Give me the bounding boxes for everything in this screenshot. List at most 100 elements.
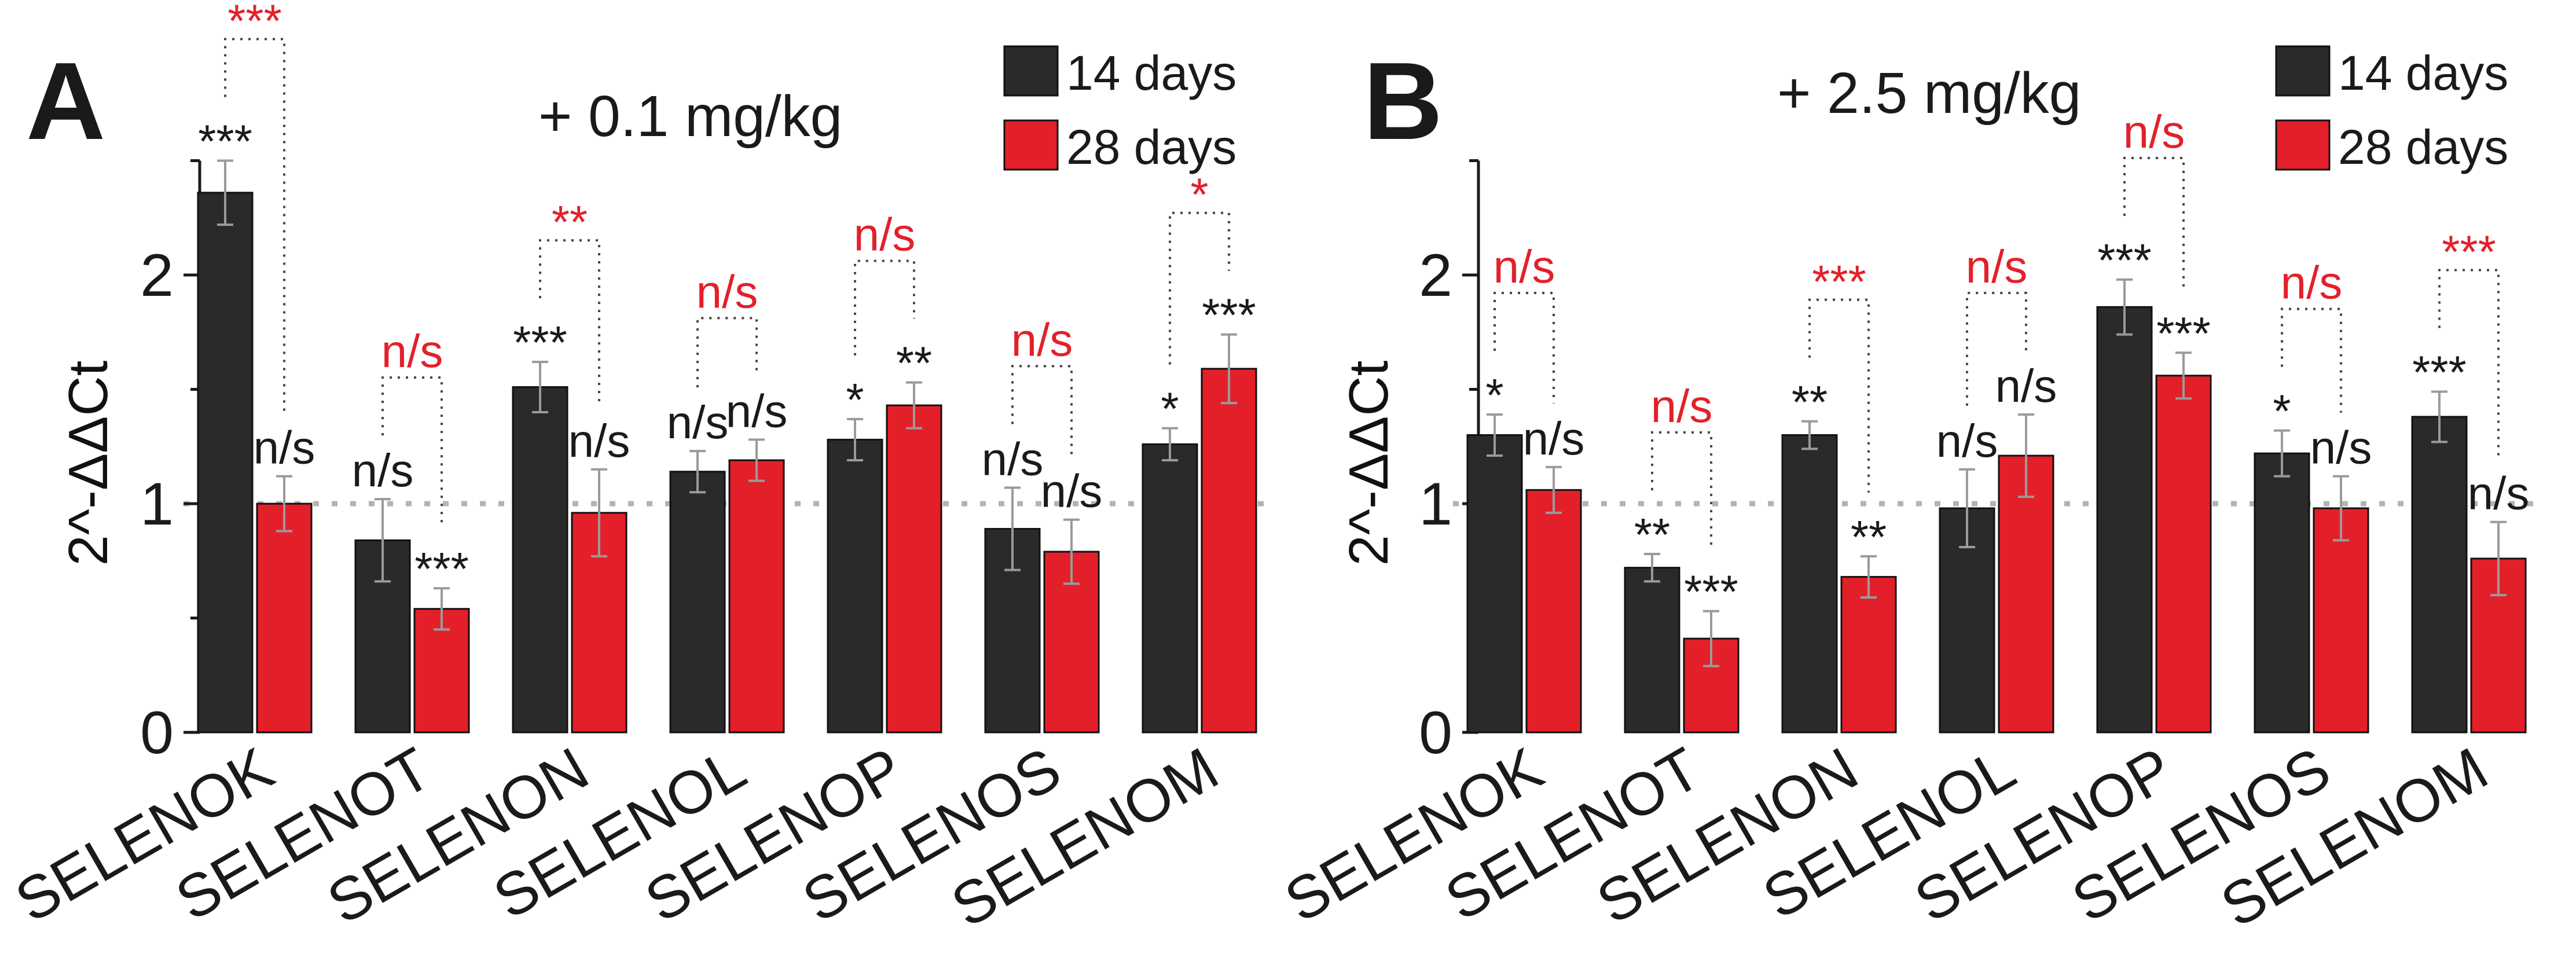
legend-swatch-28-days: [1003, 119, 1059, 171]
bar-14-days: [827, 438, 883, 734]
comparison-label: n/s: [381, 325, 443, 377]
bar-14-days: [1624, 567, 1680, 734]
legend: 14 days 28 days: [1003, 45, 1236, 174]
error-bar: [1063, 518, 1080, 585]
legend-label-28-days: 28 days: [1066, 120, 1236, 174]
significance-label: n/s: [982, 433, 1044, 485]
significance-label: n/s: [568, 415, 630, 467]
significance-label: *: [2273, 386, 2291, 437]
panel-subtitle: + 2.5 mg/kg: [1777, 61, 2081, 126]
error-bar: [2018, 413, 2034, 498]
bar-14-days: [512, 386, 568, 734]
comparison-bracket: [1169, 211, 1230, 365]
panel-letter: B: [1363, 40, 1443, 163]
bar-28-days: [1998, 454, 2054, 734]
panel-b: B + 2.5 mg/kg 2^-ΔΔCt 14 days 28 days 0 1…: [1274, 40, 2540, 940]
legend-label-14-days: 14 days: [1066, 46, 1236, 100]
bar-28-days: [2155, 375, 2212, 734]
significance-label: **: [1634, 509, 1670, 560]
panel-a: A + 0.1 mg/kg 2^-ΔΔCt 14 days 28 days 0 1…: [5, 0, 1271, 940]
significance-label: ***: [414, 543, 468, 595]
legend-label-14-days: 14 days: [2338, 46, 2508, 100]
bar-28-days: [1840, 575, 1897, 734]
significance-label: n/s: [1936, 415, 1998, 467]
error-bar: [2333, 475, 2349, 542]
significance-label: *: [1485, 369, 1503, 421]
error-bar: [847, 417, 863, 461]
error-bar: [276, 475, 292, 533]
comparison-bracket: [696, 317, 758, 388]
comparison-bracket: [1494, 291, 1555, 404]
panel-subtitle: + 0.1 mg/kg: [538, 84, 842, 149]
legend-label-28-days: 28 days: [2338, 120, 2508, 174]
legend-swatch-14-days: [1003, 45, 1059, 97]
significance-label: n/s: [2468, 468, 2530, 519]
y-tick-label: 0: [140, 699, 174, 767]
significance-label: **: [1792, 376, 1828, 428]
error-bar: [1221, 333, 1237, 405]
significance-label: *: [846, 374, 864, 426]
comparison-label: n/s: [1966, 241, 2028, 292]
significance-label: ***: [2097, 234, 2151, 286]
y-tick-label: 0: [1419, 699, 1452, 767]
bar-14-days: [2411, 416, 2468, 734]
error-bar: [2490, 520, 2507, 596]
error-bar: [1703, 610, 1719, 668]
y-axis-label: 2^-ΔΔCt: [57, 361, 119, 566]
error-bar: [1162, 427, 1178, 461]
significance-label: n/s: [254, 422, 315, 474]
bar-14-days: [669, 471, 726, 734]
significance-label: n/s: [2310, 422, 2372, 474]
significance-label: *: [1161, 383, 1179, 435]
bar-28-days: [728, 459, 785, 734]
error-bar: [748, 438, 765, 482]
comparison-label: **: [552, 196, 588, 248]
y-tick-label: 2: [1419, 242, 1452, 309]
panel-letter: A: [26, 40, 105, 163]
significance-label: ***: [198, 116, 252, 167]
bar-28-days: [2313, 507, 2369, 734]
error-bar: [2274, 429, 2290, 478]
error-bar: [217, 159, 233, 226]
y-tick-label: 2: [140, 242, 174, 309]
bar-28-days: [886, 404, 942, 734]
significance-label: ***: [513, 317, 567, 368]
error-bar: [2431, 390, 2447, 443]
error-bar: [1959, 468, 1975, 549]
error-bar: [591, 468, 607, 558]
bar-28-days: [1201, 368, 1257, 734]
significance-label: **: [1851, 511, 1887, 563]
error-bar: [532, 361, 548, 413]
y-tick-label: 1: [1419, 471, 1452, 538]
significance-label: n/s: [1995, 360, 2057, 412]
error-bar: [906, 381, 922, 430]
bar-14-days: [197, 192, 254, 734]
significance-label: ***: [2412, 346, 2466, 398]
legend-swatch-28-days: [2275, 119, 2331, 171]
error-bar: [434, 587, 450, 631]
error-bar: [1004, 486, 1021, 571]
error-bar: [689, 450, 706, 494]
error-bar: [1801, 420, 1818, 450]
comparison-label: n/s: [1651, 380, 1713, 432]
bar-14-days: [2254, 452, 2310, 734]
error-bar: [1644, 552, 1660, 583]
significance-label: ***: [1684, 566, 1738, 618]
comparison-label: ***: [1812, 256, 1866, 307]
error-bar: [2116, 278, 2133, 336]
significance-label: n/s: [1523, 413, 1585, 464]
error-bar: [2175, 351, 2192, 400]
comparison-label: n/s: [1011, 314, 1073, 365]
significance-label: n/s: [667, 397, 729, 448]
error-bar: [375, 498, 391, 583]
error-bar: [1546, 465, 1562, 514]
significance-label: ***: [1202, 289, 1256, 341]
significance-label: n/s: [726, 385, 788, 437]
comparison-label: n/s: [1494, 241, 1555, 292]
y-axis-label: 2^-ΔΔCt: [1338, 361, 1400, 566]
bar-28-days: [1525, 489, 1582, 734]
bar-14-days: [2096, 306, 2153, 734]
comparison-label: n/s: [854, 209, 916, 261]
